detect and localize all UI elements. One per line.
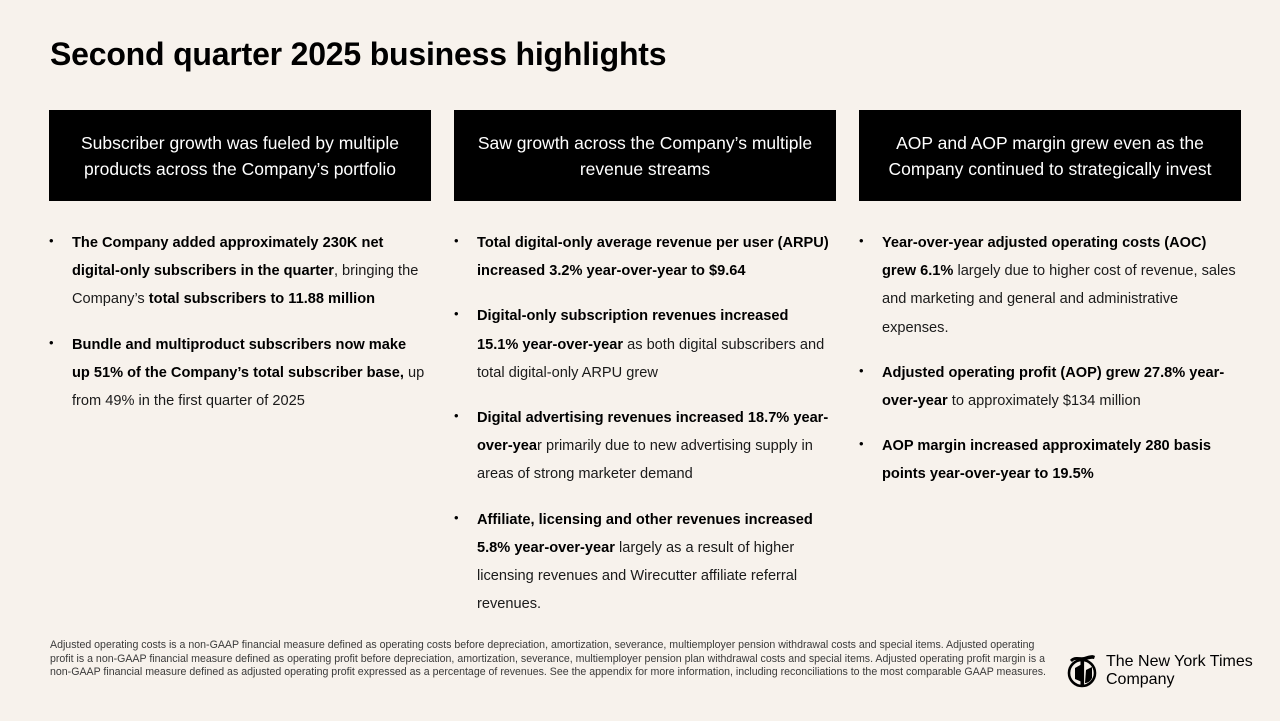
bullet-bold-text: Affiliate, licensing and other revenues … <box>477 511 813 556</box>
bullet-text: , bringing the Company’s <box>72 263 419 308</box>
bullet-bold-text: Digital-only subscription revenues incre… <box>477 308 789 353</box>
bullet-bold-text: Digital advertising revenues increased 1… <box>477 410 829 455</box>
highlight-column-revenue: Saw growth across the Company’s multiple… <box>454 110 836 635</box>
bullet-bold-text: Bundle and multiproduct subscribers now … <box>72 336 407 381</box>
bullet-bold-text: Adjusted operating profit (AOP) grew 27.… <box>882 364 1225 410</box>
bullet-text: to approximately $134 million <box>947 393 1141 410</box>
bullet-item: Affiliate, licensing and other revenues … <box>454 504 836 619</box>
bullet-item: Year-over-year adjusted operating costs … <box>859 227 1241 342</box>
highlight-column-aop: AOP and AOP margin grew even as the Comp… <box>859 110 1241 506</box>
bullet-item: Digital advertising revenues increased 1… <box>454 402 836 489</box>
bullet-bold-text: total subscribers to 11.88 million <box>148 291 376 308</box>
column-header: Subscriber growth was fueled by multiple… <box>49 110 431 201</box>
bullet-item: Total digital-only average revenue per u… <box>454 227 836 285</box>
column-header: AOP and AOP margin grew even as the Comp… <box>859 110 1241 201</box>
logo-line-2: Company <box>1106 671 1175 688</box>
bullet-text: r primarily due to new advertising suppl… <box>477 438 813 483</box>
logo-line-1: The New York Times <box>1106 653 1253 670</box>
logo-wordmark: The New York Times Company <box>1106 653 1253 689</box>
bullet-list: Total digital-only average revenue per u… <box>454 227 836 619</box>
bullet-bold-text: Year-over-year adjusted operating costs … <box>882 235 1207 280</box>
column-header: Saw growth across the Company’s multiple… <box>454 110 836 201</box>
company-logo: The New York Times Company <box>1066 652 1253 690</box>
bullet-text: largely due to higher cost of revenue, s… <box>882 263 1236 336</box>
bullet-item: The Company added approximately 230K net… <box>49 227 431 314</box>
bullet-item: Adjusted operating profit (AOP) grew 27.… <box>859 357 1241 415</box>
bullet-text: up from 49% in the first quarter of 2025 <box>72 364 425 410</box>
bullet-item: Bundle and multiproduct subscribers now … <box>49 329 431 416</box>
bullet-list: Year-over-year adjusted operating costs … <box>859 227 1241 489</box>
bullet-text: largely as a result of higher licensing … <box>477 539 798 613</box>
bullet-text: as both digital subscribers and total di… <box>477 336 825 381</box>
highlight-column-subscribers: Subscriber growth was fueled by multiple… <box>49 110 431 432</box>
bullet-list: The Company added approximately 230K net… <box>49 227 431 416</box>
bullet-bold-text: Total digital-only average revenue per u… <box>477 235 829 280</box>
bullet-item: AOP margin increased approximately 280 b… <box>859 430 1241 488</box>
page-title: Second quarter 2025 business highlights <box>50 36 667 72</box>
nyt-t-logo-icon <box>1067 655 1097 688</box>
bullet-item: Digital-only subscription revenues incre… <box>454 300 836 387</box>
bullet-bold-text: The Company added approximately 230K net… <box>72 235 384 280</box>
bullet-bold-text: AOP margin increased approximately 280 b… <box>882 438 1212 483</box>
footnote: Adjusted operating costs is a non-GAAP f… <box>50 639 1046 679</box>
